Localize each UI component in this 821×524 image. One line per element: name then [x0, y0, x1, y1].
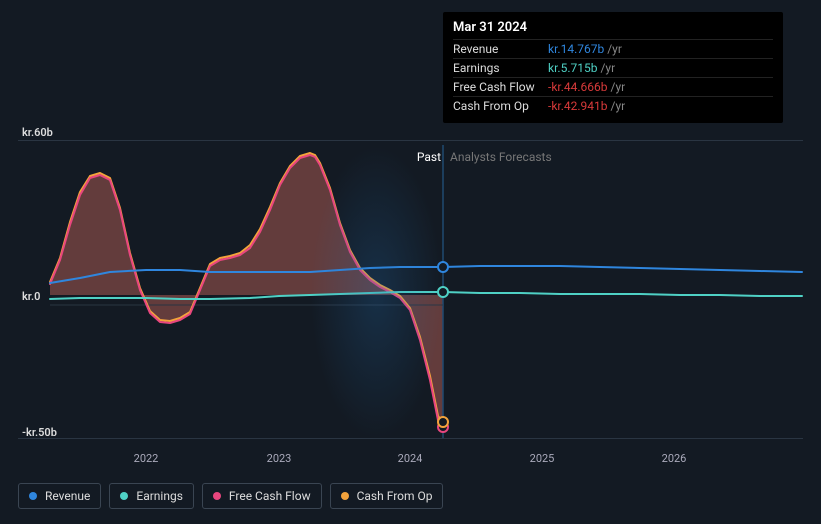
financial-chart: Past Analysts Forecasts kr.60b kr.0 -kr.… — [0, 0, 821, 524]
y-axis-label: -kr.50b — [22, 426, 57, 439]
tooltip-metric-unit: /yr — [607, 42, 622, 56]
x-axis-label: 2025 — [530, 452, 555, 465]
tooltip-metric-label: Revenue — [453, 42, 548, 56]
tooltip-metric-label: Cash From Op — [453, 99, 548, 113]
y-axis-label: kr.60b — [22, 126, 53, 139]
legend-dot-earnings — [120, 492, 128, 500]
tooltip-row: Cash From Op-kr.42.941b/yr — [453, 96, 773, 115]
legend-item-fcf[interactable]: Free Cash Flow — [202, 483, 322, 509]
legend-dot-cfo — [341, 492, 349, 500]
tooltip-row: Free Cash Flow-kr.44.666b/yr — [453, 77, 773, 96]
tooltip-metric-unit: /yr — [600, 61, 615, 75]
tooltip-row: Revenuekr.14.767b/yr — [453, 39, 773, 58]
legend-item-cfo[interactable]: Cash From Op — [330, 483, 444, 509]
x-axis-label: 2024 — [398, 452, 423, 465]
tooltip-metric-label: Earnings — [453, 61, 548, 75]
chart-tooltip: Mar 31 2024 Revenuekr.14.767b/yrEarnings… — [443, 12, 783, 123]
tooltip-metric-unit: /yr — [611, 99, 626, 113]
tooltip-row: Earningskr.5.715b/yr — [453, 58, 773, 77]
section-label-forecast: Analysts Forecasts — [450, 150, 552, 164]
gridline-top — [18, 140, 803, 141]
tooltip-metric-value: kr.14.767b — [548, 42, 604, 56]
legend-item-revenue[interactable]: Revenue — [18, 483, 101, 509]
y-axis-label: kr.0 — [22, 290, 40, 303]
legend: Revenue Earnings Free Cash Flow Cash Fro… — [18, 483, 443, 509]
legend-label: Revenue — [45, 489, 90, 503]
tooltip-metric-value: -kr.44.666b — [548, 80, 608, 94]
legend-label: Cash From Op — [357, 489, 433, 503]
gridline-bottom — [18, 438, 803, 439]
legend-dot-revenue — [29, 492, 37, 500]
tooltip-date: Mar 31 2024 — [453, 20, 773, 35]
section-label-past: Past — [417, 150, 441, 164]
legend-label: Earnings — [136, 489, 183, 503]
legend-item-earnings[interactable]: Earnings — [109, 483, 194, 509]
legend-label: Free Cash Flow — [229, 489, 311, 503]
x-axis-label: 2026 — [662, 452, 687, 465]
legend-dot-fcf — [213, 492, 221, 500]
tooltip-metric-value: kr.5.715b — [548, 61, 597, 75]
tooltip-metric-value: -kr.42.941b — [548, 99, 608, 113]
x-axis-label: 2022 — [134, 452, 159, 465]
tooltip-metric-label: Free Cash Flow — [453, 80, 548, 94]
x-axis-label: 2023 — [267, 452, 292, 465]
tooltip-metric-unit: /yr — [611, 80, 626, 94]
